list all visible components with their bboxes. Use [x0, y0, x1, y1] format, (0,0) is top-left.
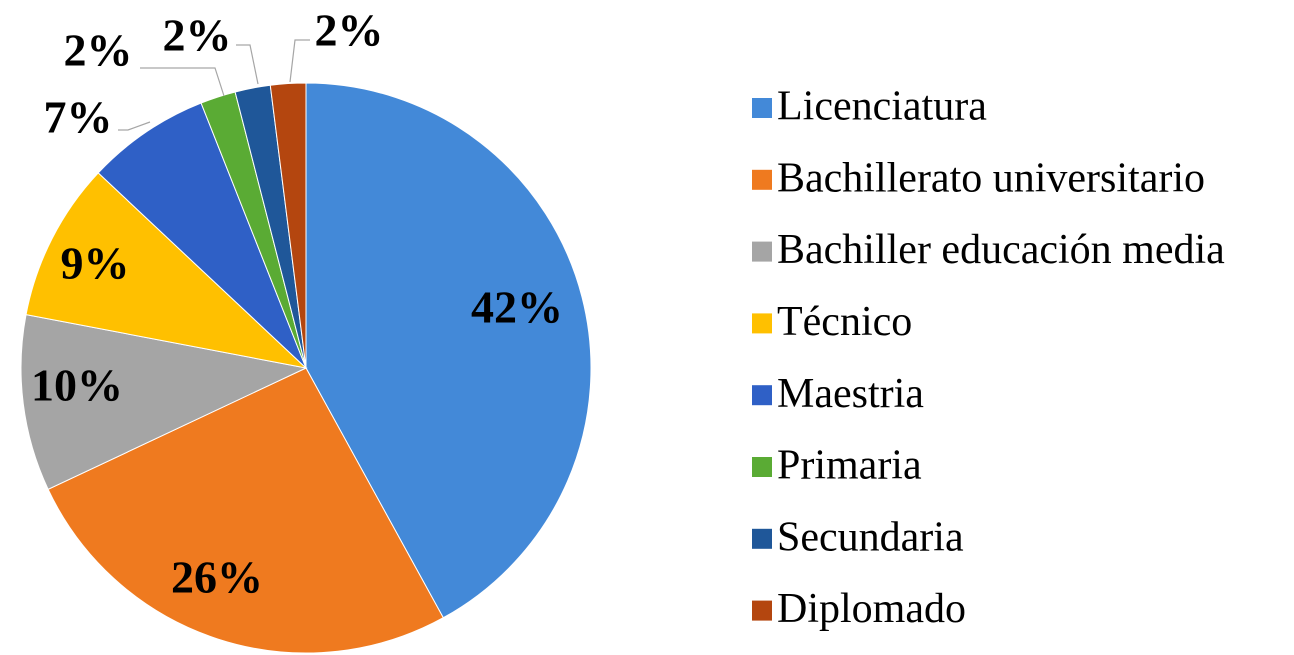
- pie-slice: [47, 367, 444, 654]
- data-label: 42%: [471, 282, 563, 333]
- legend-label: Secundaria: [777, 514, 964, 560]
- legend-swatch: [752, 385, 772, 406]
- data-label: 2%: [64, 25, 133, 76]
- leader-line: [140, 67, 225, 97]
- pie-slice: [305, 82, 592, 619]
- leader-line: [236, 44, 259, 85]
- legend-label: Primaria: [777, 443, 922, 489]
- legend-swatch: [752, 169, 772, 190]
- legend-label: Bachillerato universitario: [777, 155, 1205, 201]
- legend-swatch: [752, 241, 772, 262]
- data-label: 7%: [44, 92, 113, 143]
- legend-swatch: [752, 98, 772, 118]
- data-label: 10%: [31, 360, 123, 411]
- leader-line: [118, 121, 151, 131]
- data-label: 26%: [171, 552, 263, 603]
- legend-swatch: [752, 528, 772, 549]
- pie-slice: [269, 82, 307, 369]
- pie-slice: [97, 102, 307, 369]
- data-label: 2%: [315, 5, 384, 56]
- legend-label: Técnico: [777, 299, 912, 345]
- legend-swatch: [752, 457, 772, 477]
- legend-swatch: [752, 600, 772, 621]
- pie-slice: [25, 172, 308, 369]
- legend-label: Diplomado: [777, 586, 966, 632]
- legend-label: Bachiller educación media: [777, 227, 1225, 273]
- pie-slice: [20, 314, 308, 491]
- data-label: 2%: [163, 10, 232, 61]
- data-label: 9%: [61, 238, 130, 289]
- legend-label: Maestria: [777, 371, 924, 417]
- legend-swatch: [752, 313, 772, 334]
- leader-line: [289, 39, 310, 83]
- legend-label: Licenciatura: [777, 84, 987, 130]
